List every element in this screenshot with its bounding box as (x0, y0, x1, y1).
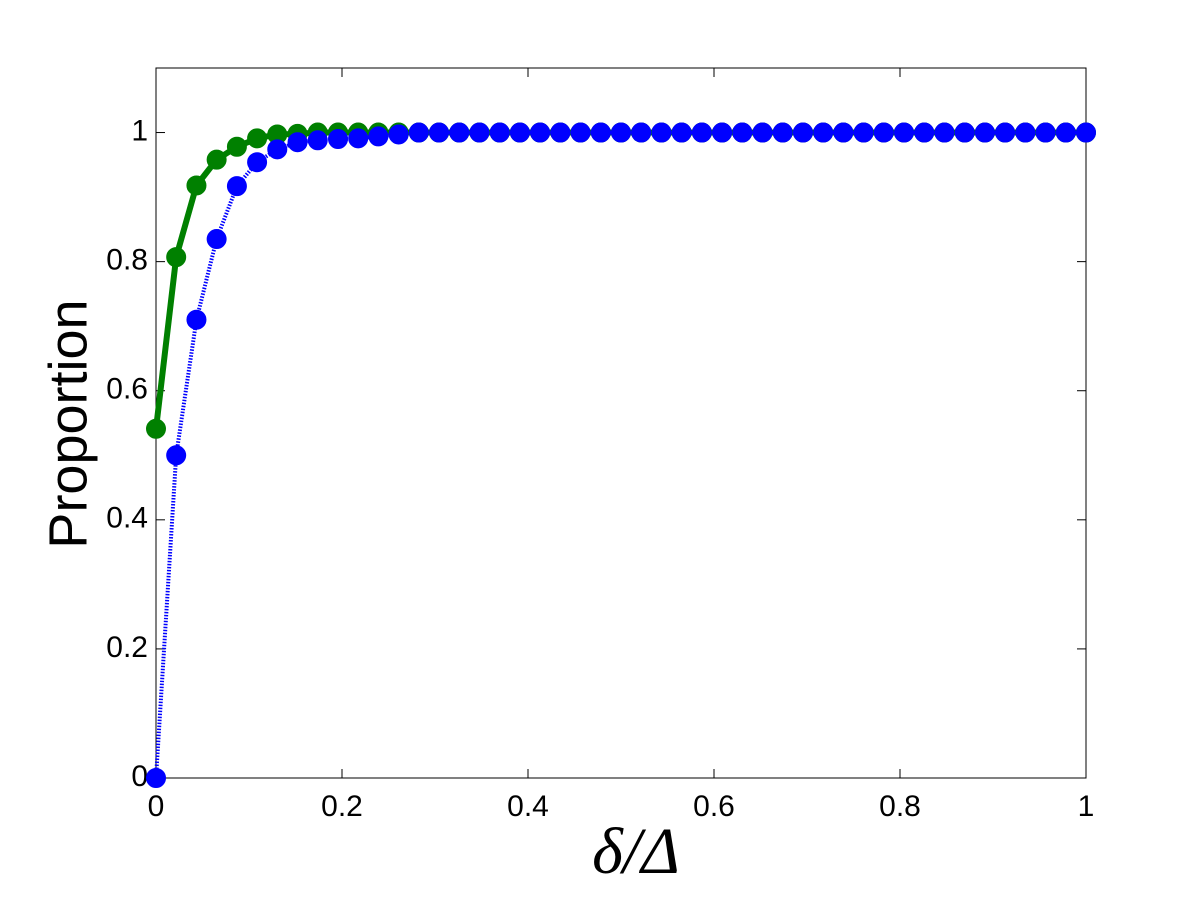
data-point (186, 309, 207, 330)
data-point (146, 768, 166, 788)
data-point (550, 122, 571, 143)
x-tick-label: 0.2 (321, 790, 363, 823)
data-point (732, 122, 753, 143)
data-point (368, 126, 389, 147)
data-point (146, 418, 166, 439)
data-point (954, 122, 975, 143)
data-point (934, 122, 955, 143)
data-point (1076, 122, 1096, 143)
data-point (712, 122, 733, 143)
x-tick-label: 0 (148, 790, 165, 823)
data-point (348, 128, 369, 149)
data-point (530, 122, 551, 143)
data-point (247, 128, 268, 149)
y-tick-label: 0.8 (106, 244, 148, 277)
data-point (570, 122, 591, 143)
x-tick-label: 0.4 (507, 790, 549, 823)
data-point (206, 149, 227, 170)
data-point (166, 247, 187, 268)
x-axis-label: δ/Δ (592, 815, 680, 888)
data-point (873, 122, 894, 143)
data-point (1015, 122, 1036, 143)
data-point (590, 122, 611, 143)
y-tick-label: 0.6 (106, 373, 148, 406)
data-point (772, 122, 793, 143)
x-tick-label: 0.6 (693, 790, 735, 823)
x-tick-label: 0.8 (879, 790, 921, 823)
data-point (853, 122, 874, 143)
data-point (691, 122, 712, 143)
data-point (388, 124, 409, 145)
data-point (752, 122, 773, 143)
data-point (914, 122, 935, 143)
y-tick-label: 0.4 (106, 502, 148, 535)
data-point (651, 122, 672, 143)
y-axis-label: Proportion (38, 299, 98, 548)
y-tick-label: 0.2 (106, 631, 148, 664)
data-point (267, 139, 288, 160)
data-point (206, 229, 227, 250)
x-tick-label: 1 (1078, 790, 1095, 823)
data-point (489, 122, 510, 143)
data-point (631, 122, 652, 143)
data-point (813, 122, 834, 143)
data-point (186, 175, 207, 196)
data-point (428, 122, 449, 143)
data-point (408, 122, 429, 143)
data-point (449, 122, 470, 143)
data-point (469, 122, 490, 143)
data-point (287, 132, 308, 153)
data-point (793, 122, 814, 143)
y-tick-label: 0 (131, 760, 148, 793)
data-point (1055, 122, 1076, 143)
data-point (671, 122, 692, 143)
data-point (226, 176, 247, 197)
data-point (509, 122, 530, 143)
plot-frame (155, 67, 1087, 779)
data-point (833, 122, 854, 143)
data-point (328, 129, 349, 149)
data-point (611, 122, 631, 143)
data-point (307, 130, 328, 151)
data-point (893, 122, 914, 143)
data-point (226, 136, 247, 157)
data-point (995, 122, 1016, 143)
data-point (974, 122, 995, 143)
data-point (166, 445, 187, 466)
data-point (247, 152, 268, 173)
y-tick-label: 1 (131, 114, 148, 147)
data-point (1035, 122, 1056, 143)
